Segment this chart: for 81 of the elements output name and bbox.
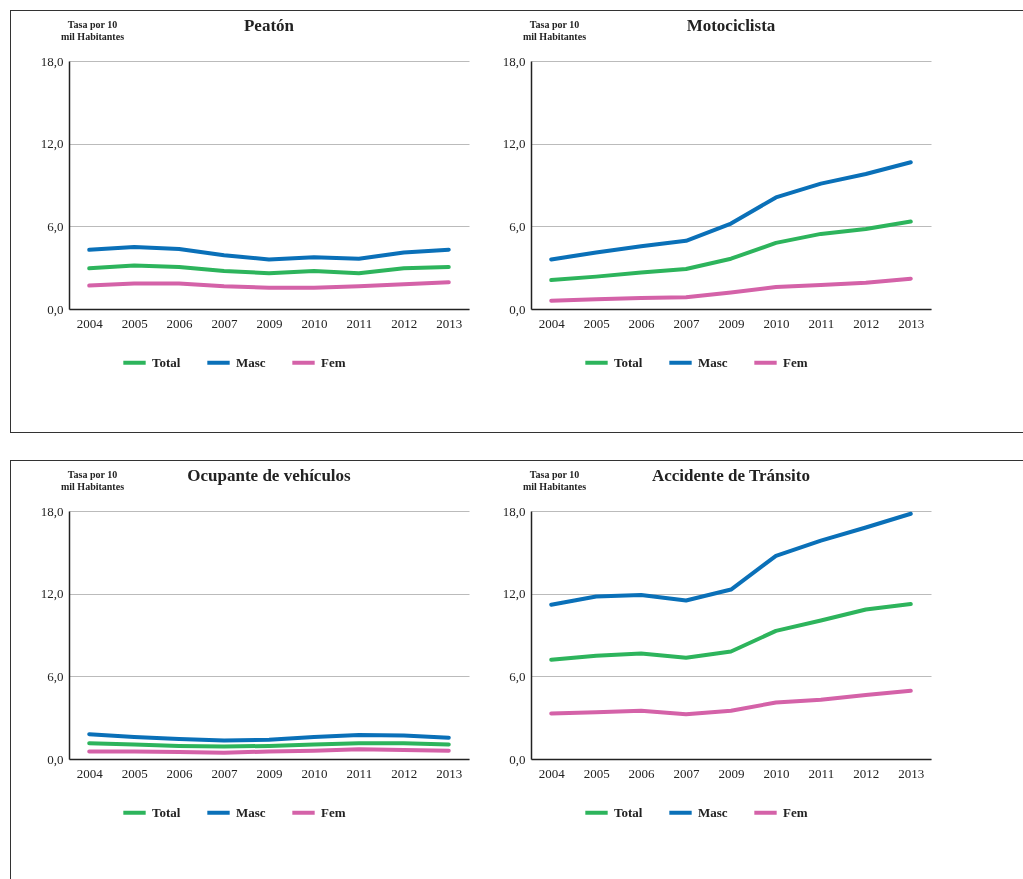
x-tick-label: 2004 — [538, 315, 566, 331]
x-tick-label: 2009 — [718, 765, 745, 781]
x-tick-label: 2012 — [391, 315, 418, 331]
x-tick-label: 2009 — [256, 315, 283, 331]
x-tick-label: 2010 — [301, 765, 328, 781]
x-tick-label: 2007 — [211, 765, 239, 781]
chart-title: Accidente de Tránsito — [651, 466, 811, 485]
x-tick-label: 2006 — [166, 765, 194, 781]
legend-label: Fem — [321, 804, 346, 820]
y-tick-label: 12,0 — [40, 586, 64, 602]
y-axis-title: Tasa por 10 mil Habitantes — [522, 468, 587, 492]
legend-label: Total — [152, 804, 181, 820]
x-tick-label: 2011 — [808, 765, 835, 781]
line-series — [549, 511, 913, 607]
line-series — [549, 219, 913, 283]
y-axis-title: Tasa por 10 mil Habitantes — [60, 468, 125, 492]
legend-label: Masc — [698, 354, 728, 370]
x-tick-label: 2010 — [763, 765, 790, 781]
line-series — [549, 160, 913, 262]
legend-label: Total — [614, 354, 643, 370]
x-tick-label: 2012 — [853, 315, 880, 331]
line-series — [549, 688, 913, 717]
x-tick-label: 2004 — [76, 315, 104, 331]
y-tick-label: 6,0 — [47, 218, 64, 234]
y-tick-label: 12,0 — [502, 586, 526, 602]
legend-label: Total — [614, 804, 643, 820]
y-tick-label: 0,0 — [509, 301, 526, 317]
x-tick-label: 2004 — [76, 765, 104, 781]
line-series — [87, 732, 451, 743]
x-tick-label: 2007 — [673, 315, 701, 331]
legend-label: Fem — [783, 804, 808, 820]
y-tick-label: 12,0 — [40, 136, 64, 152]
x-tick-label: 2011 — [346, 315, 373, 331]
line-series — [549, 602, 913, 662]
x-tick-label: 2005 — [583, 765, 610, 781]
x-tick-label: 2006 — [628, 765, 656, 781]
x-tick-label: 2013 — [436, 765, 463, 781]
legend-label: Masc — [236, 354, 266, 370]
line-series — [549, 276, 913, 303]
y-tick-label: 6,0 — [47, 668, 64, 684]
x-tick-label: 2006 — [166, 315, 194, 331]
chart-title: Peatón — [243, 16, 295, 35]
y-tick-label: 0,0 — [509, 751, 526, 767]
x-tick-label: 2013 — [436, 315, 463, 331]
line-series — [87, 245, 451, 262]
x-tick-label: 2007 — [211, 315, 239, 331]
x-tick-label: 2011 — [808, 315, 835, 331]
x-tick-label: 2010 — [763, 315, 790, 331]
y-tick-label: 12,0 — [502, 136, 526, 152]
y-tick-label: 18,0 — [40, 503, 64, 519]
x-tick-label: 2006 — [628, 315, 656, 331]
x-tick-label: 2009 — [256, 765, 283, 781]
x-tick-label: 2012 — [391, 765, 418, 781]
y-tick-label: 0,0 — [47, 751, 64, 767]
x-tick-label: 2007 — [673, 765, 701, 781]
x-tick-label: 2005 — [583, 315, 610, 331]
y-tick-label: 6,0 — [509, 218, 526, 234]
legend-label: Masc — [236, 804, 266, 820]
legend-label: Fem — [321, 354, 346, 370]
chart-title: Ocupante de vehículos — [187, 466, 352, 485]
x-tick-label: 2010 — [301, 315, 328, 331]
chart-title: Motociclista — [686, 16, 776, 35]
y-tick-label: 18,0 — [502, 503, 526, 519]
y-axis-title: Tasa por 10 mil Habitantes — [522, 18, 587, 42]
x-tick-label: 2013 — [898, 315, 925, 331]
x-tick-label: 2011 — [346, 765, 373, 781]
x-tick-label: 2005 — [121, 315, 148, 331]
x-tick-label: 2005 — [121, 765, 148, 781]
y-tick-label: 18,0 — [40, 53, 64, 69]
x-tick-label: 2013 — [898, 765, 925, 781]
legend-label: Masc — [698, 804, 728, 820]
legend-label: Fem — [783, 354, 808, 370]
legend-label: Total — [152, 354, 181, 370]
y-tick-label: 18,0 — [502, 53, 526, 69]
x-tick-label: 2009 — [718, 315, 745, 331]
y-tick-label: 6,0 — [509, 668, 526, 684]
x-tick-label: 2004 — [538, 765, 566, 781]
y-axis-title: Tasa por 10 mil Habitantes — [60, 18, 125, 42]
x-tick-label: 2012 — [853, 765, 880, 781]
y-tick-label: 0,0 — [47, 301, 64, 317]
line-series — [87, 263, 451, 276]
